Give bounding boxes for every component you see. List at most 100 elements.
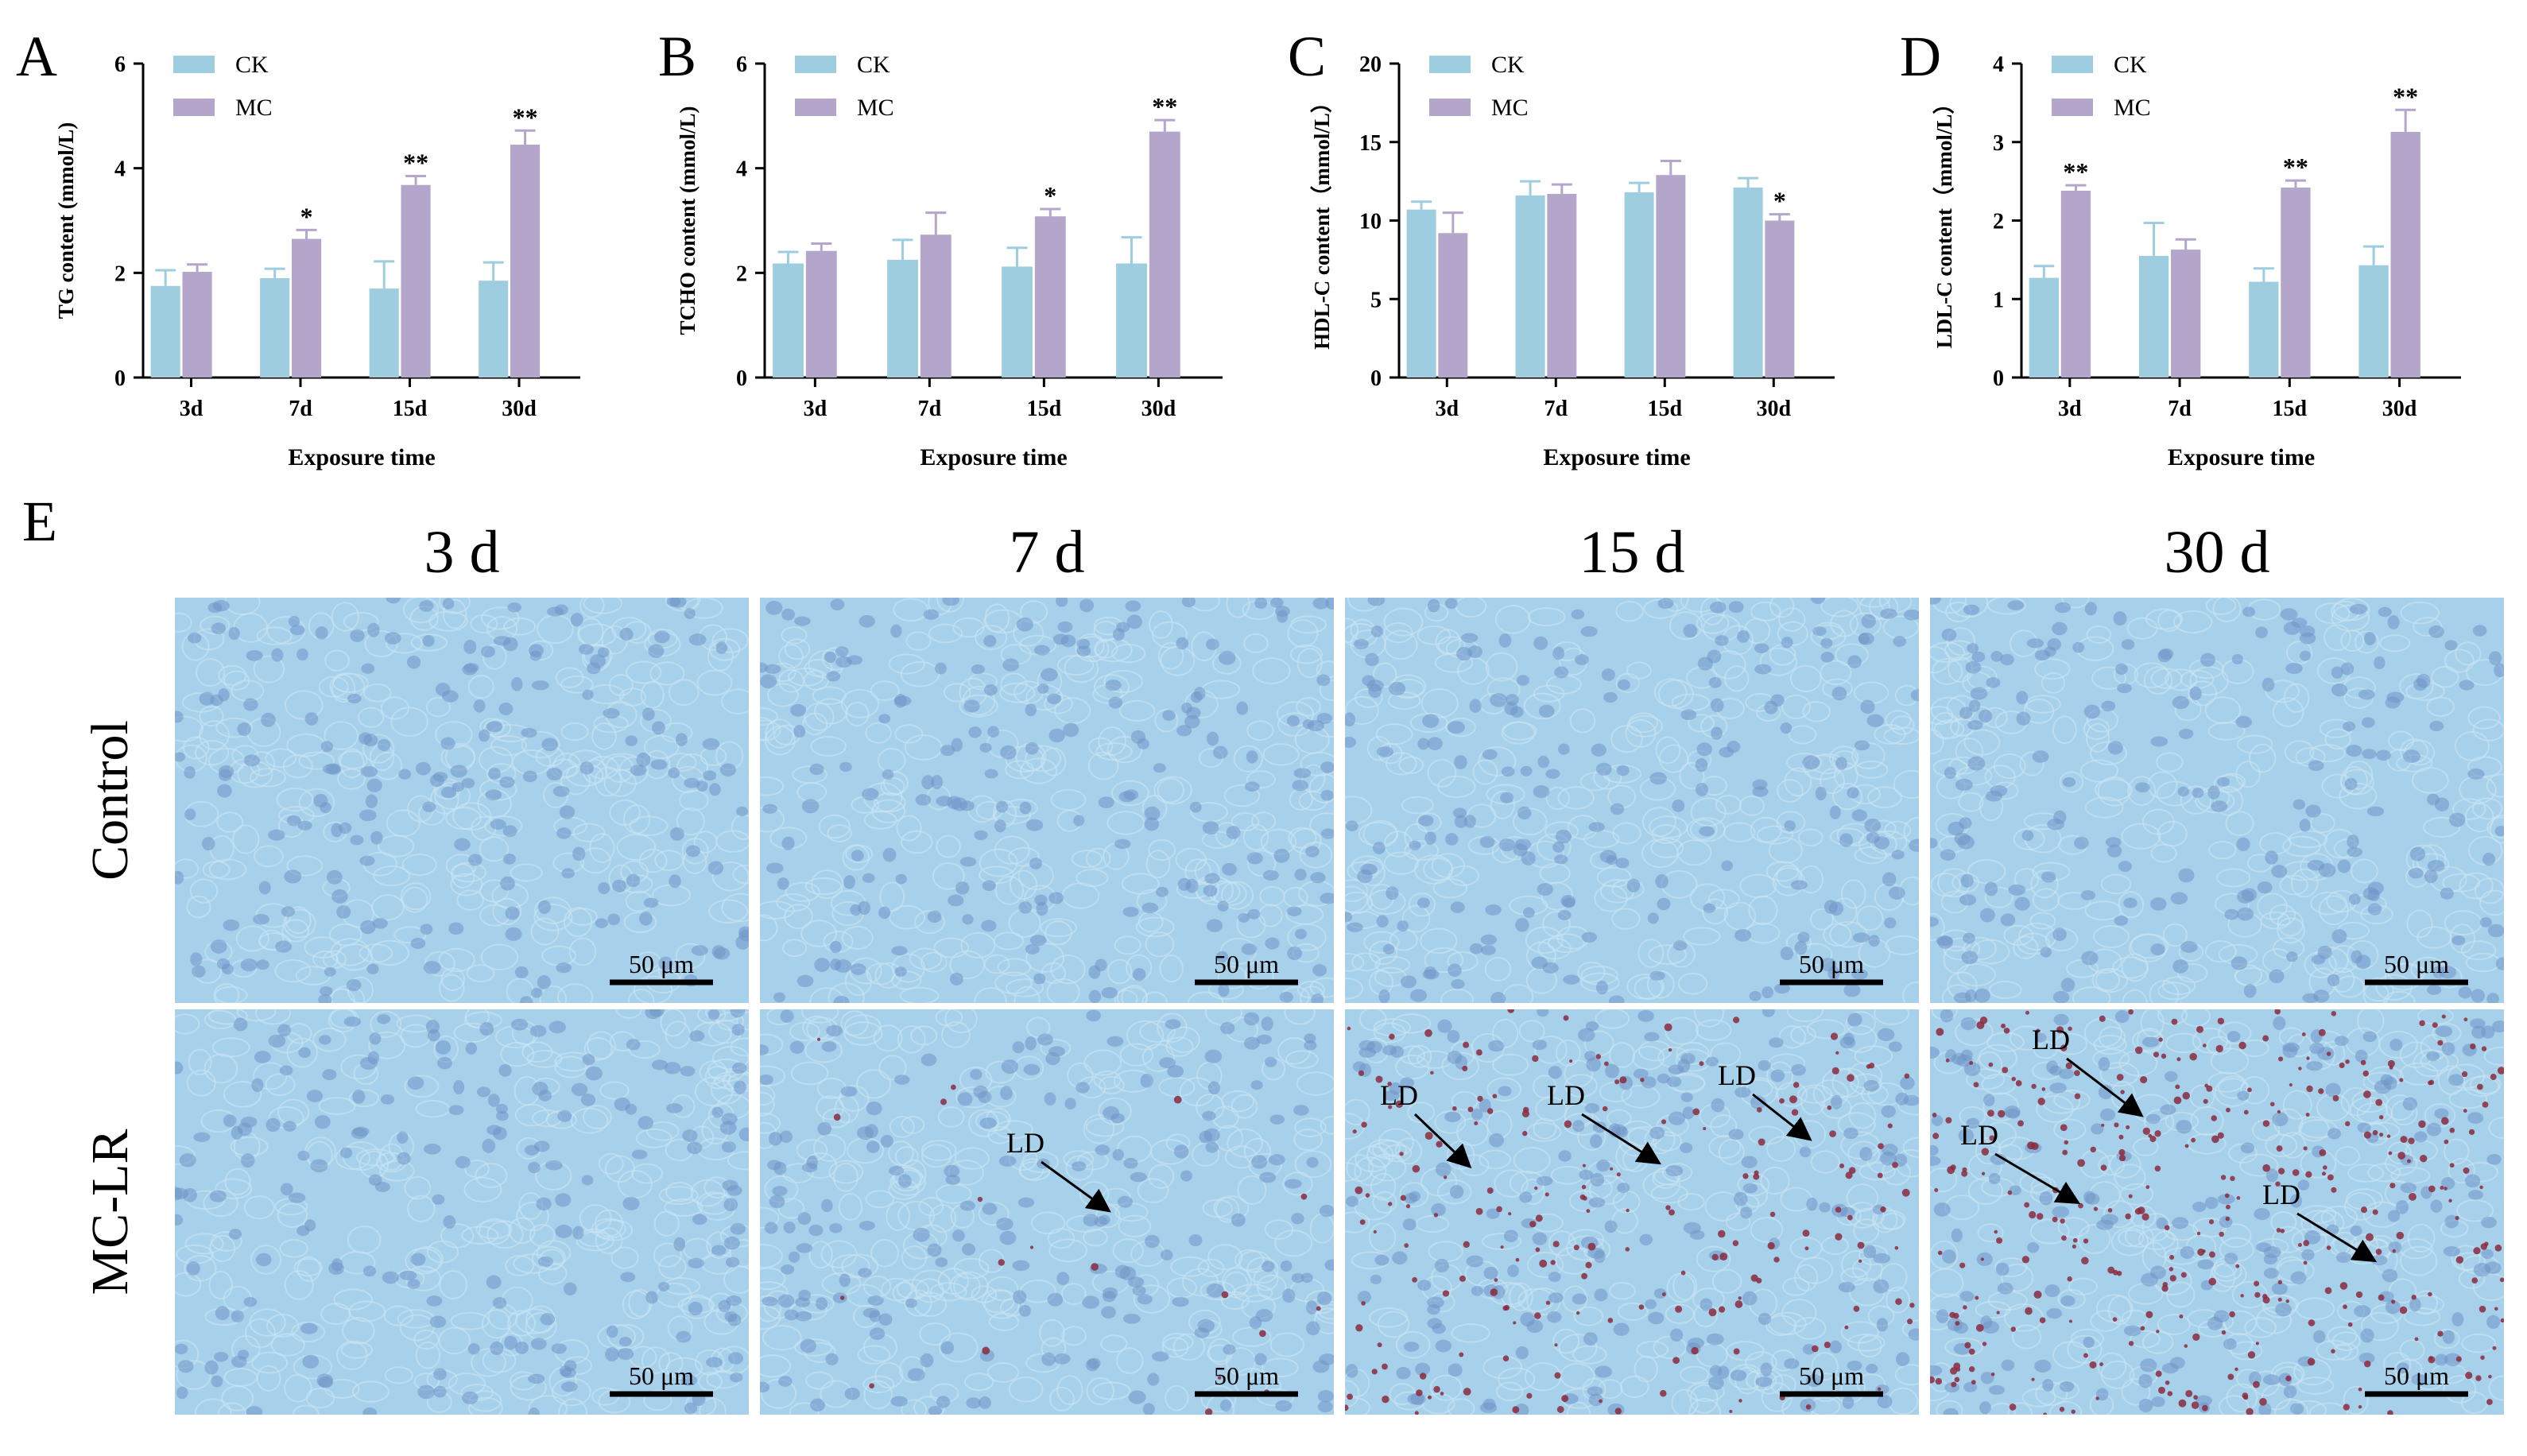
nucleus	[1207, 1081, 1220, 1095]
cell-outline	[429, 784, 459, 815]
cell-outline	[1040, 918, 1078, 938]
lipid-droplet	[977, 1196, 983, 1202]
nucleus	[711, 1106, 723, 1118]
cell-outline	[935, 1009, 963, 1027]
nucleus	[1180, 702, 1192, 714]
lipid-droplet	[2307, 1357, 2316, 1366]
nucleus	[2041, 871, 2056, 883]
bar-mc	[1034, 216, 1066, 378]
nucleus	[560, 1367, 576, 1378]
lipid-droplet	[1544, 1192, 1549, 1197]
bar-mc	[2171, 250, 2201, 378]
cell-outline	[762, 1325, 802, 1351]
nucleus	[261, 712, 276, 727]
cell-outline	[410, 633, 448, 652]
nucleus	[1820, 652, 1835, 663]
cell-outline	[971, 1285, 998, 1303]
nucleus	[1727, 741, 1741, 753]
nucleus	[1153, 763, 1166, 773]
nucleus	[1707, 649, 1722, 664]
cell-outline	[1394, 1137, 1422, 1165]
nucleus	[2334, 1036, 2349, 1046]
cell-outline	[2118, 1229, 2145, 1247]
cell-outline	[1065, 1155, 1094, 1181]
x-tick-label: 7d	[1544, 397, 1568, 421]
cell-outline	[2339, 769, 2375, 796]
cell-outline	[347, 1225, 382, 1254]
nucleus	[940, 745, 955, 757]
nucleus	[2364, 631, 2376, 645]
nucleus	[1799, 1146, 1812, 1158]
cell-outline	[1857, 1334, 1882, 1358]
cell-outline	[1608, 1042, 1636, 1068]
cell-outline	[841, 1253, 879, 1279]
cell-outline	[1119, 1043, 1154, 1067]
nucleus	[1877, 1028, 1895, 1042]
lipid-droplet	[2339, 1282, 2348, 1290]
nucleus	[1705, 1056, 1719, 1067]
cell-outline	[253, 655, 285, 683]
lipid-droplet	[2254, 1280, 2260, 1287]
cell-outline	[641, 1346, 671, 1374]
nucleus	[928, 1405, 942, 1415]
cell-outline	[557, 983, 594, 1003]
cell-outline	[340, 1054, 378, 1080]
nucleus	[268, 1034, 286, 1048]
cell-outline	[1748, 1125, 1785, 1145]
nucleus	[2034, 1032, 2047, 1043]
nucleus	[830, 958, 842, 970]
column-label: 3 d	[424, 519, 500, 586]
nucleus	[1454, 815, 1467, 828]
cell-outline	[318, 1097, 356, 1115]
x-axis-label: Exposure time	[920, 444, 1067, 470]
lipid-droplet	[2301, 1032, 2306, 1036]
nucleus	[962, 914, 974, 925]
nucleus	[2459, 680, 2475, 691]
nucleus	[1206, 638, 1219, 650]
lipid-droplet	[2441, 1014, 2446, 1019]
cell-outline	[1626, 661, 1652, 680]
nucleus	[1605, 1063, 1620, 1078]
nucleus	[2101, 1214, 2118, 1226]
lipid-droplet	[2068, 1319, 2072, 1323]
nucleus	[184, 808, 196, 821]
cell-outline	[2283, 683, 2310, 713]
cell-outline	[492, 897, 522, 925]
cell-outline	[1936, 1400, 1963, 1415]
cell-outline	[2129, 933, 2168, 963]
cell-outline	[1061, 1326, 1087, 1346]
nucleus	[2007, 600, 2025, 610]
cell-outline	[622, 1290, 651, 1320]
nucleus	[1320, 761, 1334, 773]
nucleus	[1930, 1144, 1939, 1156]
cell-outline	[186, 1069, 216, 1097]
nucleus	[2362, 749, 2377, 759]
nucleus	[1558, 743, 1570, 755]
nucleus	[380, 1094, 395, 1105]
nucleus	[1145, 1234, 1160, 1249]
lipid-droplet	[1358, 1070, 1365, 1076]
nucleus	[2169, 1357, 2185, 1369]
nucleus	[1254, 598, 1268, 609]
cell-outline	[897, 1025, 926, 1054]
lipid-droplet	[1355, 1324, 1363, 1332]
nucleus	[1578, 1028, 1595, 1042]
nucleus	[351, 1127, 368, 1140]
nucleus	[1571, 609, 1585, 620]
cell-outline	[342, 1317, 375, 1345]
nucleus	[552, 785, 570, 797]
nucleus	[2402, 749, 2420, 764]
lipid-droplet	[2041, 1087, 2046, 1091]
nucleus	[979, 1396, 991, 1409]
nucleus	[1500, 792, 1514, 804]
column-label: 30 d	[2165, 519, 2270, 586]
nucleus	[1579, 1169, 1594, 1180]
lipid-droplet	[2303, 1146, 2308, 1151]
nucleus	[913, 1227, 930, 1242]
nucleus	[2340, 662, 2355, 676]
nucleus	[1537, 883, 1553, 896]
nucleus	[582, 689, 594, 700]
nucleus	[654, 630, 670, 644]
nucleus	[210, 694, 223, 707]
cell-outline	[2354, 630, 2380, 654]
